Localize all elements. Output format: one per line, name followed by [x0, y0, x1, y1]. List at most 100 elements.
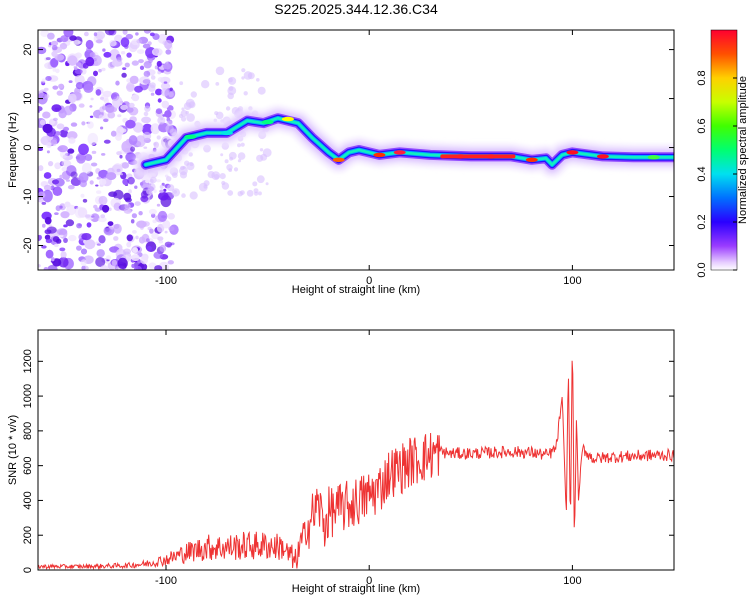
noise-speckle [126, 107, 134, 113]
noise-speckle [61, 160, 72, 167]
noise-speckle [265, 182, 269, 186]
noise-speckle [154, 265, 163, 270]
noise-speckle [108, 207, 112, 212]
noise-speckle [126, 52, 132, 58]
ridge-peak [596, 154, 609, 159]
noise-speckle [148, 262, 157, 269]
noise-speckle [182, 165, 186, 169]
noise-speckle [90, 97, 94, 101]
noise-speckle [207, 164, 213, 171]
spectrogram-x-ticks: -100 0 100 [155, 30, 582, 287]
noise-speckle [53, 243, 59, 248]
ridge-peak [647, 155, 660, 160]
noise-speckle [157, 236, 164, 241]
noise-speckle [158, 240, 164, 244]
noise-speckle [50, 57, 59, 68]
noise-speckle [101, 153, 106, 156]
noise-speckle [55, 205, 61, 212]
noise-speckle [63, 30, 74, 38]
noise-speckle [84, 239, 96, 250]
noise-speckle [53, 178, 65, 187]
spectrogram-y-tick-label: -10 [22, 189, 34, 205]
noise-speckle [96, 243, 101, 246]
noise-speckle [63, 224, 68, 228]
noise-speckle [57, 145, 68, 153]
noise-speckle [228, 76, 237, 85]
noise-speckle [136, 220, 147, 228]
noise-speckle [181, 107, 185, 111]
noise-speckle [159, 244, 167, 252]
noise-speckle [203, 184, 208, 189]
noise-speckle [180, 110, 188, 117]
noise-speckle [243, 91, 248, 96]
noise-speckle [44, 234, 51, 240]
noise-speckle [52, 117, 58, 121]
noise-speckle [76, 245, 82, 251]
noise-speckle [89, 180, 94, 185]
noise-speckle [103, 118, 109, 123]
noise-speckle [125, 152, 136, 162]
noise-speckle [74, 67, 78, 70]
noise-speckle [157, 116, 166, 125]
noise-speckle [116, 126, 124, 136]
noise-speckle [66, 204, 77, 216]
noise-speckle [142, 123, 153, 135]
noise-speckle [190, 91, 197, 98]
noise-speckle [144, 105, 151, 112]
noise-speckle [124, 62, 130, 68]
noise-speckle [120, 104, 128, 110]
noise-speckle [58, 257, 69, 268]
noise-speckle [74, 206, 85, 219]
snr-y-tick-label: 600 [22, 456, 34, 474]
noise-speckle [81, 233, 92, 241]
noise-speckle [105, 104, 115, 113]
noise-speckle [237, 152, 246, 160]
noise-speckle [167, 260, 174, 265]
noise-speckle [240, 142, 245, 147]
noise-speckle [120, 37, 130, 48]
ridge-peak [184, 134, 197, 139]
ridge-group [132, 105, 674, 178]
noise-speckle [113, 236, 119, 241]
noise-speckle [44, 216, 52, 225]
noise-speckle [59, 174, 64, 179]
noise-speckle [166, 120, 173, 127]
noise-speckle [159, 189, 165, 194]
noise-speckle [38, 264, 41, 268]
noise-speckle [41, 78, 46, 83]
noise-speckle [106, 172, 117, 181]
noise-speckle [59, 42, 68, 50]
noise-speckle [237, 143, 241, 148]
noise-speckle [164, 110, 172, 118]
noise-speckle [65, 179, 70, 182]
noise-speckle [155, 88, 163, 96]
noise-speckle [227, 86, 237, 96]
noise-speckle [189, 162, 194, 167]
noise-speckle [131, 94, 140, 102]
noise-speckle [116, 151, 122, 156]
noise-speckle [221, 182, 230, 190]
noise-speckle [148, 191, 153, 195]
noise-speckle [96, 190, 102, 195]
snr-x-tick-label: 0 [366, 575, 372, 587]
noise-speckle [111, 259, 118, 267]
noise-speckle [95, 89, 102, 96]
noise-speckle [87, 132, 99, 146]
noise-speckle [93, 32, 98, 37]
noise-speckle [74, 74, 85, 85]
spectrogram-x-tick-label: 100 [563, 275, 581, 287]
snr-background [38, 330, 674, 570]
noise-speckle [46, 150, 50, 154]
noise-speckle [228, 168, 233, 173]
noise-speckle [101, 105, 108, 110]
noise-speckle [166, 105, 174, 112]
noise-speckle [152, 33, 160, 40]
noise-speckle [68, 93, 77, 103]
noise-speckle [241, 76, 245, 80]
noise-speckle [87, 121, 94, 129]
ridge-peak [332, 157, 345, 162]
noise-speckle [98, 195, 108, 205]
noise-speckle [181, 193, 186, 198]
noise-speckle [157, 210, 168, 222]
noise-speckle [138, 59, 144, 64]
